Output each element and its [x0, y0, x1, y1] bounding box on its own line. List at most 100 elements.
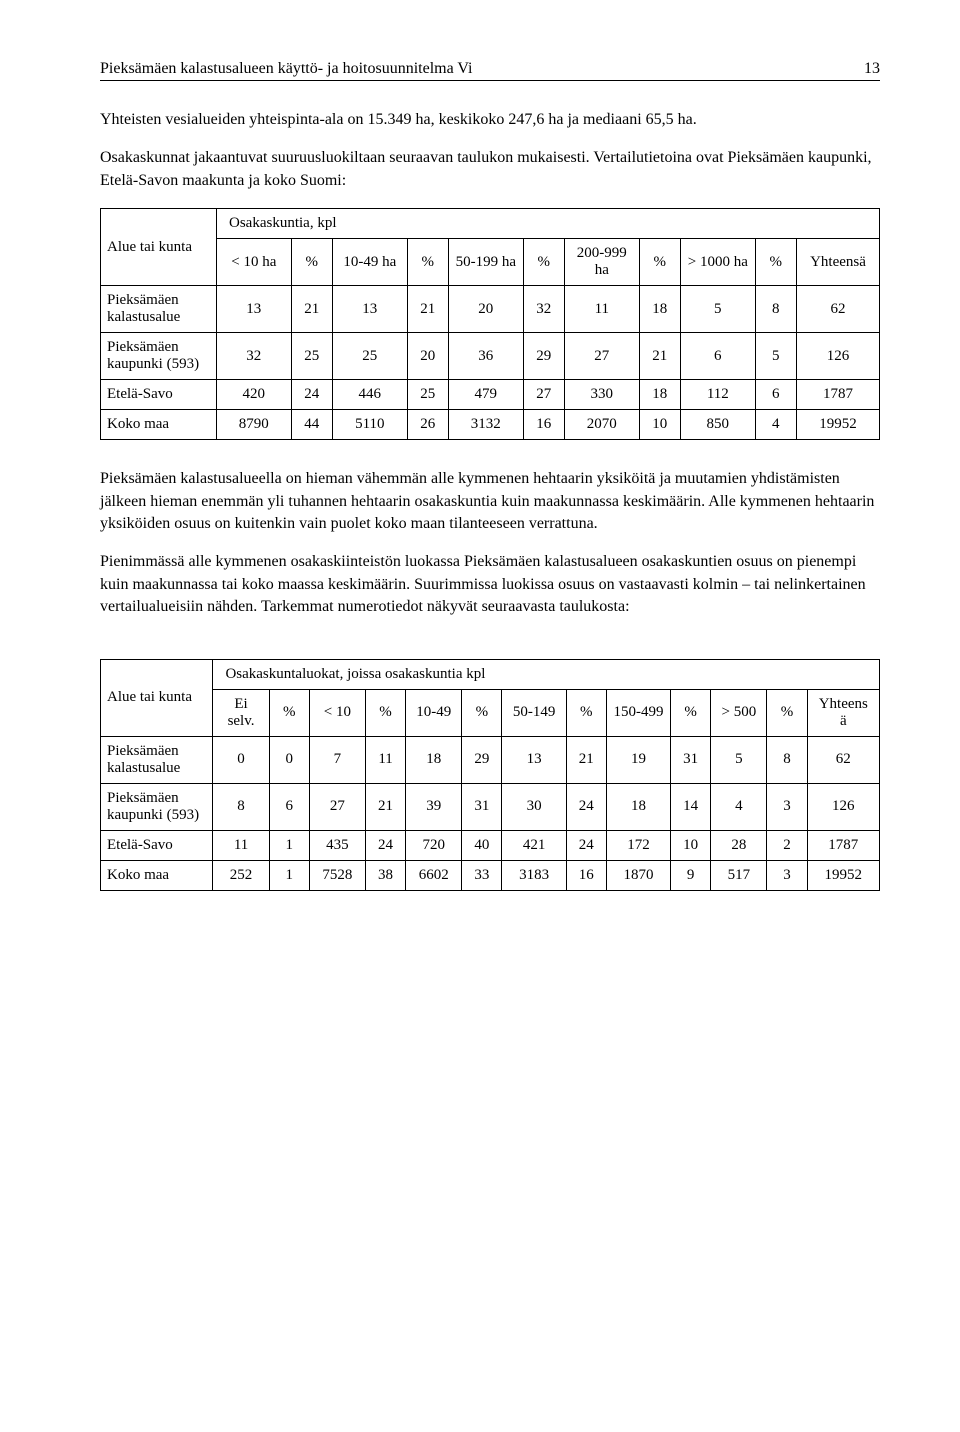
table1-r3-label: Koko maa [101, 410, 217, 440]
table2-r2-c5: 40 [462, 830, 502, 860]
table2-r2-c7: 24 [566, 830, 606, 860]
table1-r2-label: Etelä-Savo [101, 380, 217, 410]
table1-col-0: < 10 ha [217, 239, 292, 286]
table1-r2-c0: 420 [217, 380, 292, 410]
table2-header-row2: Ei selv. % < 10 % 10-49 % 50-149 % 150-4… [101, 689, 880, 736]
intro-p1: Yhteisten vesialueiden yhteispinta-ala o… [100, 109, 880, 131]
table2-col-4: 10-49 [406, 689, 462, 736]
table2-r2-c9: 10 [671, 830, 711, 860]
table2-r0-c0: 0 [213, 736, 269, 783]
table2-superheader: Osakaskuntaluokat, joissa osakaskuntia k… [213, 659, 880, 689]
table2-r1-c4: 39 [406, 783, 462, 830]
table2-r3-c9: 9 [671, 860, 711, 890]
table2-r1-c7: 24 [566, 783, 606, 830]
table2-r3-label: Koko maa [101, 860, 213, 890]
table2-r3-c4: 6602 [406, 860, 462, 890]
table1-r2-c9: 6 [755, 380, 796, 410]
table1-r1-c7: 21 [639, 333, 680, 380]
table1-col-5: % [523, 239, 564, 286]
table1-r2-c5: 27 [523, 380, 564, 410]
table1-superheader: Osakaskuntia, kpl [217, 209, 880, 239]
table2-r2-c12: 1787 [807, 830, 879, 860]
table1-r1-c9: 5 [755, 333, 796, 380]
table2-col-5: % [462, 689, 502, 736]
table1-r2-c10: 1787 [797, 380, 880, 410]
table2-r1-label: Pieksämäen kaupunki (593) [101, 783, 213, 830]
table2-row-1: Pieksämäen kaupunki (593) 8 6 27 21 39 3… [101, 783, 880, 830]
table1-r0-c9: 8 [755, 286, 796, 333]
table1-corner: Alue tai kunta [101, 209, 217, 286]
table2-r3-c6: 3183 [502, 860, 566, 890]
table2-r3-c3: 38 [365, 860, 405, 890]
table2-r2-c2: 435 [309, 830, 365, 860]
table2-r1-c12: 126 [807, 783, 879, 830]
table2-col-2: < 10 [309, 689, 365, 736]
table2-r0-c4: 18 [406, 736, 462, 783]
table2-r2-label: Etelä-Savo [101, 830, 213, 860]
table2-col-10: > 500 [711, 689, 767, 736]
table1-r3-c8: 850 [681, 410, 756, 440]
table2-row-0: Pieksämäen kalastusalue 0 0 7 11 18 29 1… [101, 736, 880, 783]
table2-col-7: % [566, 689, 606, 736]
table2-col-1: % [269, 689, 309, 736]
table1-r3-c0: 8790 [217, 410, 292, 440]
table2-r2-c11: 2 [767, 830, 807, 860]
table1-r2-c8: 112 [681, 380, 756, 410]
table1-header-row2: < 10 ha % 10-49 ha % 50-199 ha % 200-999… [101, 239, 880, 286]
table1-r1-c0: 32 [217, 333, 292, 380]
table1-col-8: > 1000 ha [681, 239, 756, 286]
table1-r0-label: Pieksämäen kalastusalue [101, 286, 217, 333]
table1-r2-c2: 446 [333, 380, 408, 410]
table2-r1-c8: 18 [606, 783, 670, 830]
table1-col-7: % [639, 239, 680, 286]
table2-r1-c1: 6 [269, 783, 309, 830]
table2-r2-c1: 1 [269, 830, 309, 860]
table2-r3-c12: 19952 [807, 860, 879, 890]
table1-row-0: Pieksämäen kalastusalue 13 21 13 21 20 3… [101, 286, 880, 333]
table1-r2-c4: 479 [449, 380, 524, 410]
table1-r3-c9: 4 [755, 410, 796, 440]
table2-r0-c5: 29 [462, 736, 502, 783]
table-osakaskuntaluokat: Alue tai kunta Osakaskuntaluokat, joissa… [100, 659, 880, 891]
table1-r3-c3: 26 [407, 410, 448, 440]
table1-row-3: Koko maa 8790 44 5110 26 3132 16 2070 10… [101, 410, 880, 440]
middle-p2: Pienimmässä alle kymmenen osakaskiinteis… [100, 551, 880, 618]
table1-r1-c4: 36 [449, 333, 524, 380]
table2-r0-label: Pieksämäen kalastusalue [101, 736, 213, 783]
table1-r1-c3: 20 [407, 333, 448, 380]
table1-r0-c10: 62 [797, 286, 880, 333]
table2-r3-c11: 3 [767, 860, 807, 890]
table2-col-8: 150-499 [606, 689, 670, 736]
table2-col-12: Yhteens ä [807, 689, 879, 736]
table1-r0-c7: 18 [639, 286, 680, 333]
table1-r3-c2: 5110 [333, 410, 408, 440]
table1-r0-c6: 11 [565, 286, 640, 333]
table2-header-row1: Alue tai kunta Osakaskuntaluokat, joissa… [101, 659, 880, 689]
table1-r1-c8: 6 [681, 333, 756, 380]
table1-r3-c4: 3132 [449, 410, 524, 440]
table1-col-6: 200-999 ha [565, 239, 640, 286]
table1-r1-c6: 27 [565, 333, 640, 380]
table2-r2-c3: 24 [365, 830, 405, 860]
table2-r3-c1: 1 [269, 860, 309, 890]
table1-col-9: % [755, 239, 796, 286]
table2-r0-c9: 31 [671, 736, 711, 783]
table2-r1-c10: 4 [711, 783, 767, 830]
table2-r1-c2: 27 [309, 783, 365, 830]
middle-p1: Pieksämäen kalastusalueella on hieman vä… [100, 468, 880, 535]
table1-row-2: Etelä-Savo 420 24 446 25 479 27 330 18 1… [101, 380, 880, 410]
table2-r0-c3: 11 [365, 736, 405, 783]
table1-r0-c2: 13 [333, 286, 408, 333]
table1-r0-c3: 21 [407, 286, 448, 333]
table1-r1-c2: 25 [333, 333, 408, 380]
table2-r2-c0: 11 [213, 830, 269, 860]
table1-col-10: Yhteensä [797, 239, 880, 286]
table2-r2-c10: 28 [711, 830, 767, 860]
table2-col-0: Ei selv. [213, 689, 269, 736]
page-container: Pieksämäen kalastusalueen käyttö- ja hoi… [0, 0, 960, 979]
table1-r3-c5: 16 [523, 410, 564, 440]
table2-r0-c12: 62 [807, 736, 879, 783]
table1-r1-c10: 126 [797, 333, 880, 380]
table2-r3-c7: 16 [566, 860, 606, 890]
table2-r1-c0: 8 [213, 783, 269, 830]
